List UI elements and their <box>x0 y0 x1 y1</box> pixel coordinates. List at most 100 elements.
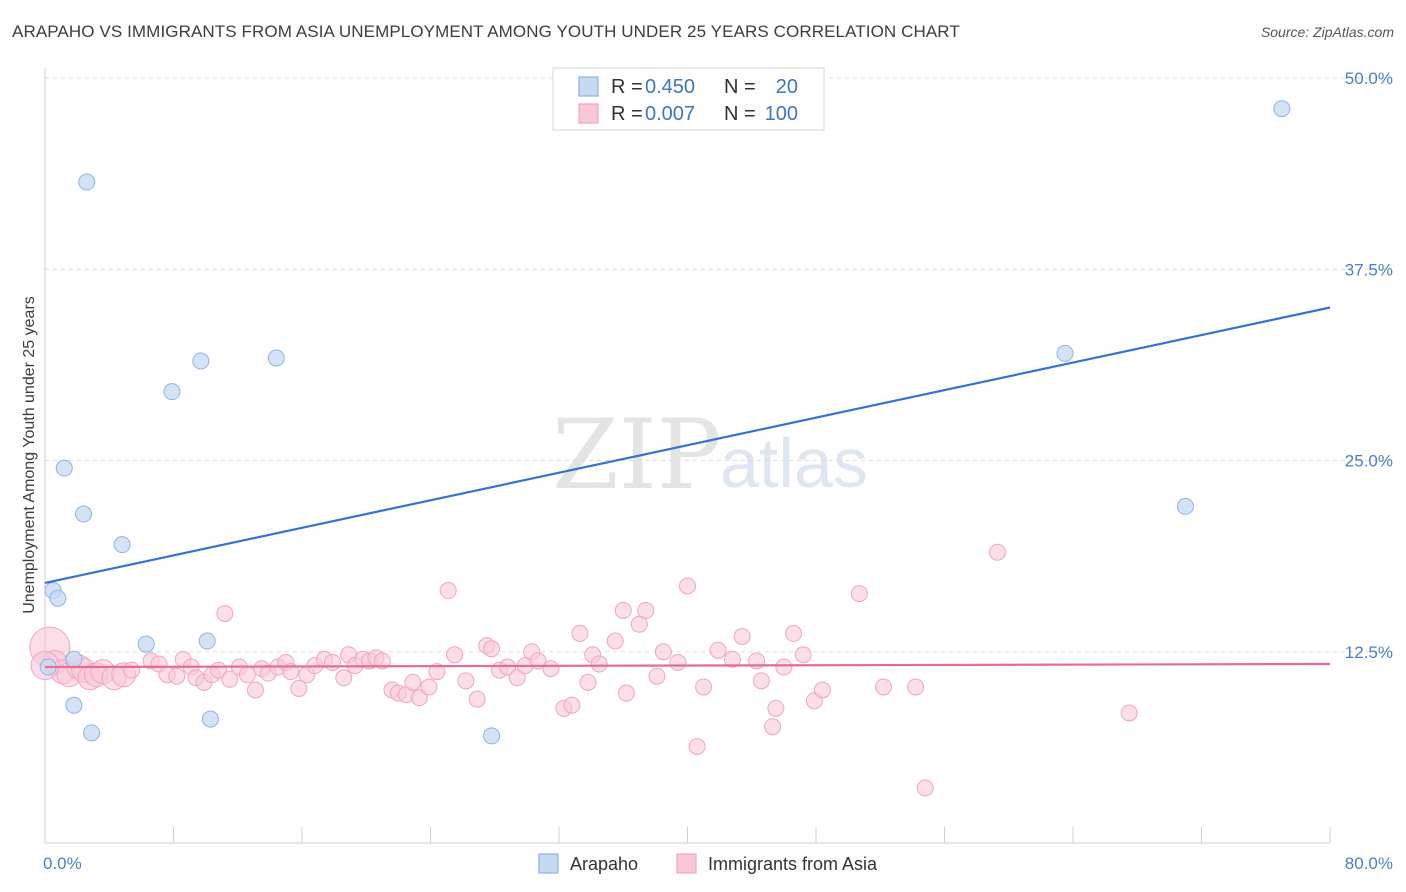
immigrants-point-63 <box>542 660 560 678</box>
immigrants-point-47 <box>404 673 422 691</box>
immigrants-point-23 <box>221 670 239 688</box>
immigrants-point-37 <box>335 669 353 687</box>
immigrants-point-77 <box>669 653 687 671</box>
immigrants-point-73 <box>630 615 648 633</box>
arapaho-point-9 <box>113 536 131 554</box>
immigrants-trend-line <box>44 662 1331 669</box>
y-tick-label-3: 50.0% <box>1345 69 1393 88</box>
immigrants-point-78 <box>679 577 696 595</box>
gridlines <box>45 77 1390 653</box>
legend-n-value-immigrants: 100 <box>765 103 798 125</box>
series-legend-label-immigrants: Immigrants from Asia <box>708 854 878 874</box>
immigrants-point-31 <box>282 663 300 681</box>
watermark-atlas: atlas <box>720 424 868 502</box>
immigrants-point-94 <box>874 678 892 696</box>
immigrants-point-93 <box>850 585 868 603</box>
immigrants-point-36 <box>324 653 342 671</box>
immigrants-point-32 <box>290 679 308 697</box>
immigrants-point-59 <box>508 669 526 687</box>
immigrants-point-86 <box>764 718 782 736</box>
arapaho-point-19 <box>1273 100 1291 118</box>
immigrants-point-66 <box>571 624 589 642</box>
immigrants-point-92 <box>813 681 831 699</box>
immigrants-point-74 <box>637 601 655 619</box>
immigrants-point-53 <box>457 672 475 690</box>
immigrants-point-75 <box>648 667 666 685</box>
series-legend-swatch-immigrants <box>676 853 697 874</box>
chart-title: ARAPAHO VS IMMIGRANTS FROM ASIA UNEMPLOY… <box>12 22 960 41</box>
correlation-legend: R = 0.450 N = 20 R = 0.007 N = 100 <box>552 67 825 131</box>
immigrants-point-88 <box>775 658 793 676</box>
immigrants-point-22 <box>216 605 234 622</box>
immigrants-point-26 <box>246 681 264 699</box>
immigrants-point-51 <box>439 582 457 600</box>
immigrants-point-49 <box>420 678 438 696</box>
immigrants-point-82 <box>723 650 741 668</box>
series-legend-label-arapaho: Arapaho <box>570 854 638 874</box>
immigrants-point-48 <box>410 689 428 707</box>
immigrants-from-asia-points <box>29 543 1138 797</box>
arapaho-point-3 <box>55 459 73 477</box>
immigrants-point-50 <box>428 663 446 681</box>
immigrants-point-81 <box>709 641 727 659</box>
immigrants-point-79 <box>688 738 706 756</box>
immigrants-point-52 <box>446 646 464 664</box>
immigrants-point-95 <box>907 678 925 696</box>
y-tick-label-0: 12.5% <box>1345 643 1393 662</box>
legend-swatch-immigrants <box>578 103 599 124</box>
arapaho-point-4 <box>65 650 83 668</box>
legend-r-label-arapaho: R = <box>611 76 643 98</box>
immigrants-point-89 <box>785 624 803 642</box>
immigrants-point-90 <box>794 646 812 664</box>
immigrants-point-87 <box>767 699 785 717</box>
x-tick-label-max: 80.0% <box>1345 854 1393 873</box>
series-legend: Arapaho Immigrants from Asia <box>538 853 878 874</box>
chart-source: Source: ZipAtlas.com <box>1260 24 1394 40</box>
arapaho-point-17 <box>1056 344 1074 362</box>
y-axis-title: Unemployment Among Youth under 25 years <box>21 296 38 614</box>
y-tick-label-1: 25.0% <box>1345 452 1393 471</box>
immigrants-point-11 <box>123 661 141 679</box>
immigrants-point-56 <box>483 640 501 658</box>
arapaho-point-16 <box>483 727 501 745</box>
arapaho-point-14 <box>201 710 219 728</box>
legend-n-value-arapaho: 20 <box>776 76 798 98</box>
y-tick-label-2: 37.5% <box>1345 260 1393 279</box>
immigrants-point-97 <box>989 543 1007 561</box>
arapaho-point-5 <box>65 696 83 714</box>
legend-r-value-arapaho: 0.450 <box>645 76 695 98</box>
legend-r-value-immigrants: 0.007 <box>645 103 695 125</box>
arapaho-point-2 <box>49 589 67 607</box>
immigrants-point-70 <box>606 632 624 650</box>
arapaho-trend-line <box>44 306 1331 584</box>
arapaho-point-8 <box>83 724 101 742</box>
immigrants-point-15 <box>168 667 186 685</box>
arapaho-point-15 <box>267 349 285 367</box>
arapaho-point-6 <box>75 505 93 523</box>
legend-swatch-arapaho <box>578 76 599 97</box>
immigrants-point-71 <box>614 601 632 619</box>
immigrants-point-80 <box>695 678 713 696</box>
immigrants-point-43 <box>373 652 391 670</box>
arapaho-point-13 <box>198 632 216 650</box>
immigrants-point-69 <box>590 655 608 673</box>
arapaho-point-12 <box>192 352 210 370</box>
x-ticks <box>44 827 1331 843</box>
immigrants-point-84 <box>748 652 766 670</box>
y-tick-labels: 12.5% 25.0% 37.5% 50.0% <box>1345 69 1393 662</box>
arapaho-point-11 <box>163 383 181 401</box>
immigrants-point-25 <box>238 666 256 684</box>
legend-r-label-immigrants: R = <box>611 103 643 125</box>
immigrants-point-72 <box>617 684 635 702</box>
immigrants-point-67 <box>579 673 597 691</box>
immigrants-point-85 <box>752 672 770 690</box>
immigrants-point-83 <box>733 627 751 645</box>
immigrants-point-98 <box>1120 704 1138 722</box>
immigrants-point-96 <box>916 779 934 797</box>
legend-n-label-immigrants: N = <box>724 103 756 125</box>
arapaho-point-7 <box>78 173 96 191</box>
x-tick-label-min: 0.0% <box>43 854 82 873</box>
immigrants-point-65 <box>563 696 581 714</box>
legend-n-label-arapaho: N = <box>724 76 756 98</box>
series-legend-swatch-arapaho <box>538 853 559 874</box>
